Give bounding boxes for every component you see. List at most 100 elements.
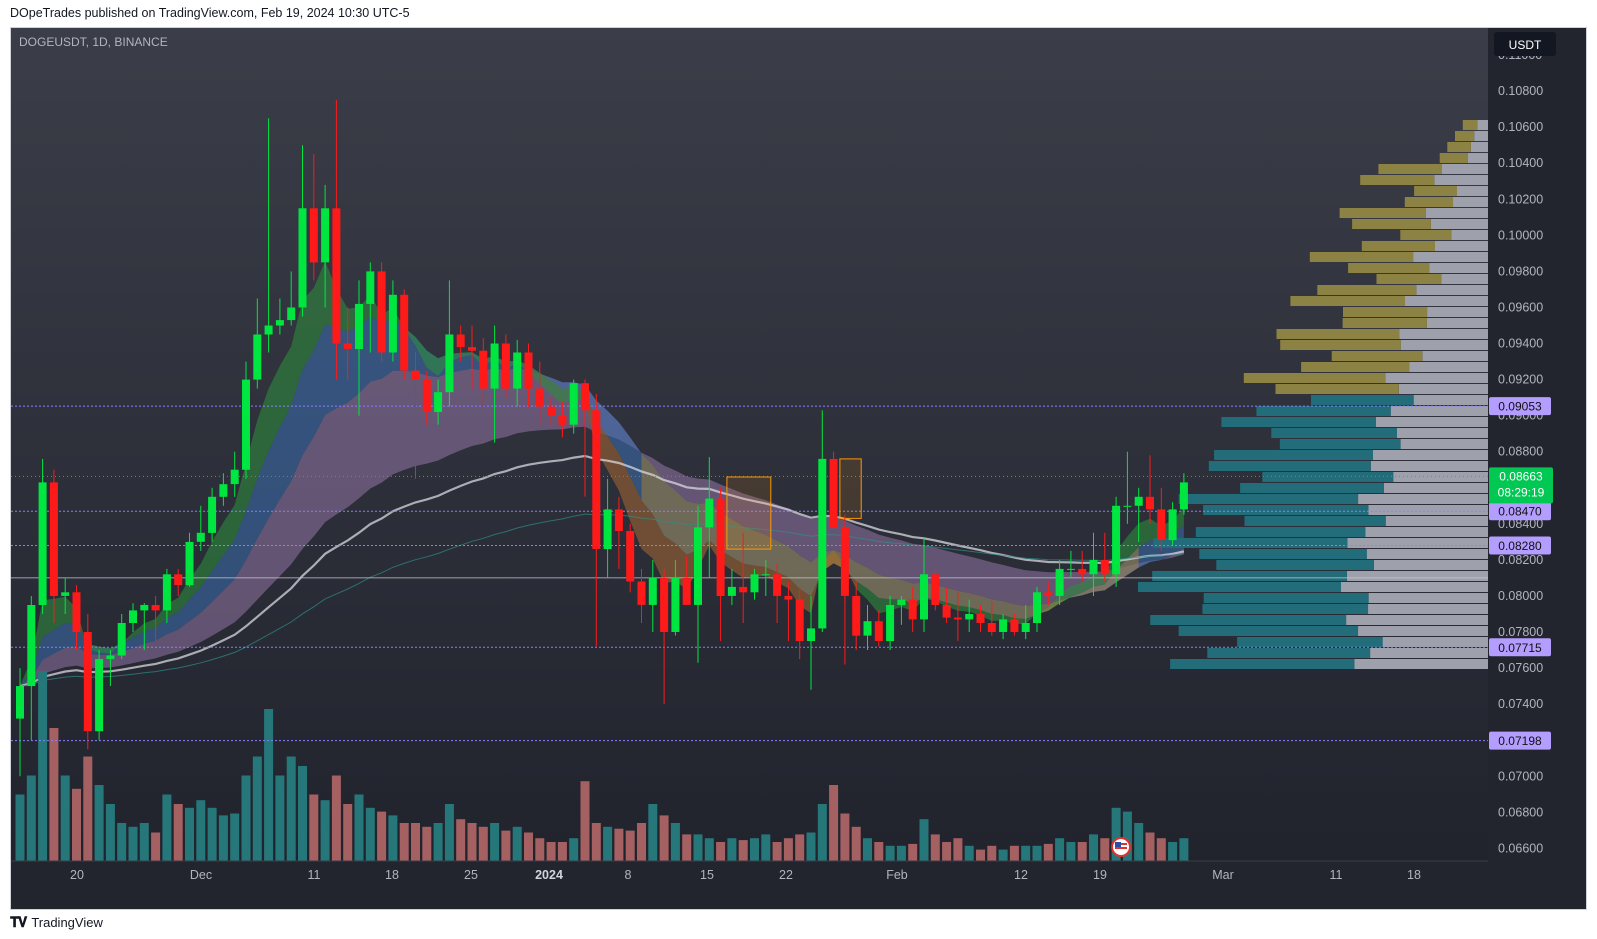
candle-body [38,482,47,605]
profile-bin-colored [1280,340,1401,350]
volume-bar [817,804,827,861]
volume-bar [252,756,262,861]
profile-bin-colored [1331,351,1423,361]
highlight-boxes [726,458,862,550]
ema-band-fast [20,261,1184,687]
candle-body [162,574,171,611]
candle-body [27,605,36,687]
symbol-title[interactable]: DOGEUSDT, 1D, BINANCE [19,35,168,49]
candle-body [1044,592,1053,596]
candle-body [95,659,104,732]
candle-body [83,632,92,732]
profile-bin-colored [1152,571,1347,581]
profile-bin-colored [1262,472,1394,482]
profile-bin-grey [1368,604,1488,614]
candle-body [705,498,714,528]
candle-body [445,334,454,393]
volume-bar [218,815,228,861]
profile-bin-grey [1429,263,1488,273]
candle-body [1157,509,1166,541]
volume-bar [704,838,714,861]
profile-bin-colored [1237,637,1383,647]
profile-bin-grey [1456,186,1488,196]
time-tick: 11 [1330,868,1343,882]
volume-bar [1032,845,1042,861]
profile-bin-grey [1426,318,1488,328]
candle-body [1100,559,1109,575]
volume-bar [377,811,387,861]
volume-bar [331,775,341,861]
time-tick: 22 [779,868,793,882]
price-tick: 0.10400 [1498,156,1543,170]
price-tick: 0.10200 [1498,192,1543,206]
volume-bar [320,800,330,861]
profile-bin-colored [1376,274,1442,284]
candle-body [863,621,872,636]
profile-bin-grey [1372,450,1488,460]
candle-body [953,617,962,620]
volume-bar [1156,838,1166,861]
last-price-label: 0.08663 [1499,469,1543,483]
level-label-bg [1489,638,1551,657]
currency-button[interactable]: USDT [1494,32,1556,56]
candle-body [501,343,510,389]
profile-bin-grey [1399,329,1488,339]
candle-body [874,621,883,641]
ema-band-mid [20,316,1184,687]
volume-bar [693,834,703,861]
ema-band-fast-bear [585,391,857,614]
price-tick: 0.08400 [1498,517,1543,531]
volume-bar [783,838,793,861]
chart-svg[interactable]: 0.110000.108000.106000.104000.102000.100… [11,28,1586,909]
price-tick: 0.06800 [1498,805,1543,819]
candle-body [49,482,58,596]
candle-body [1168,509,1177,541]
profile-bin-colored [1244,516,1386,526]
volume-bar [151,832,161,861]
profile-bin-colored [1309,252,1414,262]
footer-brand[interactable]: 𝐓𝐕 TradingView [10,914,103,931]
candle-body [739,586,748,593]
volume-bar [998,849,1008,861]
candle-body [1066,568,1075,570]
price-tick: 0.09800 [1498,264,1543,278]
volume-bar [885,845,895,861]
candle-body [468,347,476,351]
level-label: 0.07715 [1498,641,1542,655]
volume-bar [750,838,759,861]
profile-bin-colored [1455,131,1475,141]
candle-body [411,370,420,380]
volume-bar [207,807,217,861]
flag-icon[interactable] [1111,837,1131,857]
candle-body [660,577,669,632]
volume-bar [591,823,601,861]
candle-body [230,469,239,485]
volume-bar [83,756,93,861]
volume-bar [569,838,579,861]
candle-body [569,383,578,425]
candle-body [106,655,115,660]
profile-bin-grey [1346,615,1488,625]
profile-bin-colored [1178,494,1359,504]
time-axis[interactable]: 20 Dec 11 18 25 2024 8 15 22 Feb 12 19 Mar 11 18 [70,868,1421,882]
volume-bar [343,804,353,861]
candle-body [321,208,330,263]
volume-bar [1055,838,1065,861]
profile-bin-colored [1414,186,1457,196]
volume-bar [117,823,127,861]
volume-bar [659,815,669,861]
volume-bar [512,826,522,861]
time-tick: 19 [1093,868,1107,882]
time-tick: 18 [1407,868,1421,882]
price-tick: 0.09400 [1498,337,1543,351]
candle-body [129,610,137,623]
price-tick: 0.07000 [1498,769,1543,783]
profile-bin-colored [1221,417,1376,427]
profile-bin-grey [1430,219,1488,229]
profile-bin-grey [1422,351,1488,361]
price-axis[interactable]: 0.110000.108000.106000.104000.102000.100… [1498,48,1543,855]
chart-container[interactable]: 0.110000.108000.106000.104000.102000.100… [10,27,1587,910]
volume-bar [501,830,511,861]
profile-bin-grey [1441,274,1488,284]
candle-body [400,294,409,371]
